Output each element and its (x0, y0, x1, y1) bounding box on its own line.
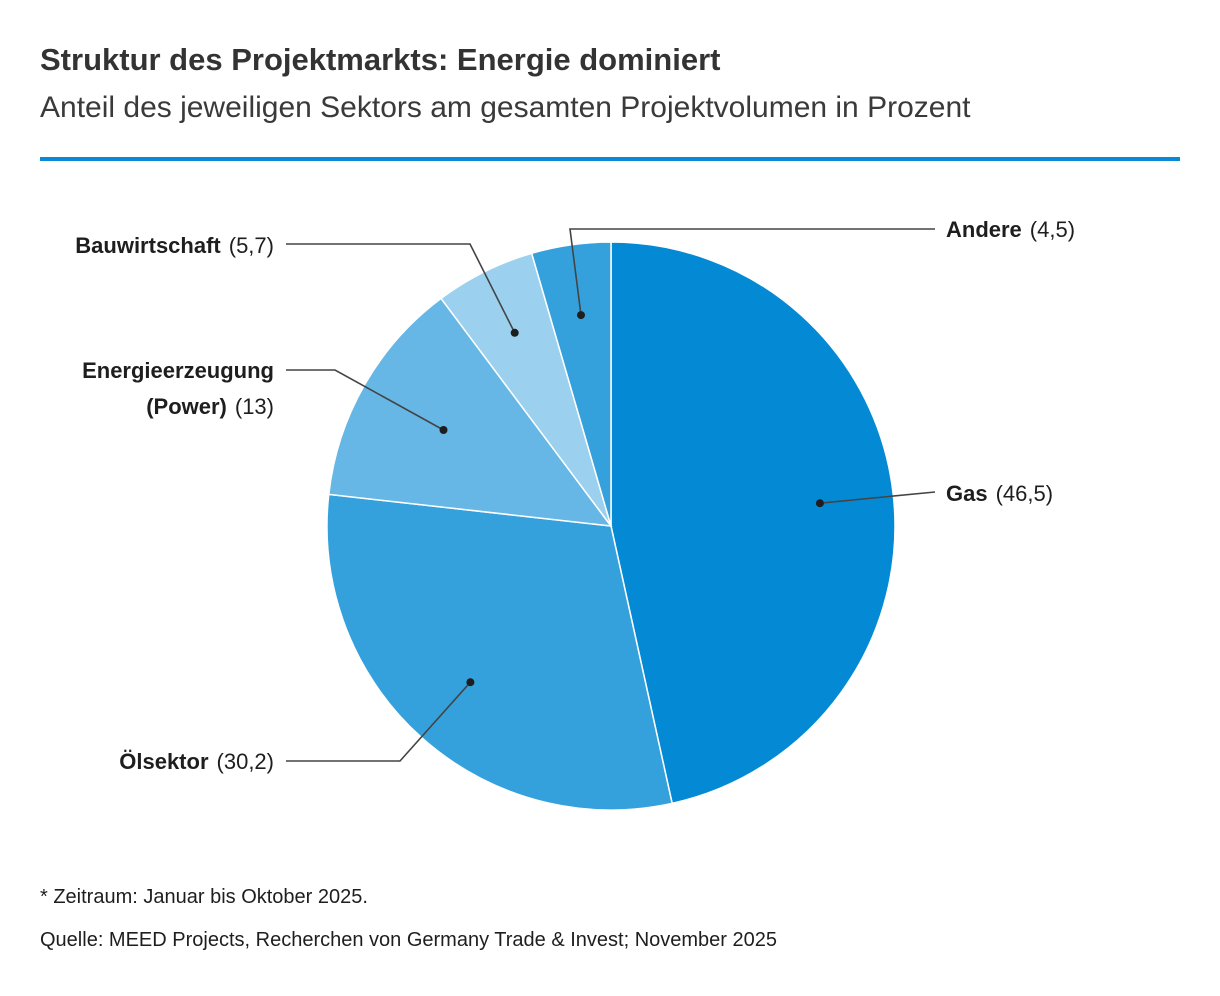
slice-label-oelsektor: Ölsektor (30,2) (119, 749, 274, 774)
leader-dot-oelsektor (466, 678, 475, 687)
slice-label-andere-name: Andere (946, 217, 1022, 242)
footnote: * Zeitraum: Januar bis Oktober 2025. (40, 886, 368, 908)
pie-slice-andere (530, 241, 612, 527)
source-note: Quelle: MEED Projects, Recherchen von Ge… (40, 929, 778, 951)
header-divider (40, 157, 1180, 161)
slice-label-gas: Gas (46,5) (946, 481, 1053, 506)
leader-dot-andere (577, 311, 585, 320)
leader-dot-bauwirtschaft (510, 328, 519, 337)
slice-label-andere: Andere (4,5) (946, 217, 1075, 242)
pie-slice-power (327, 297, 613, 527)
slice-label-gas-name: Gas (946, 481, 988, 506)
leader-lines (286, 228, 936, 762)
chart-title: Struktur des Projektmarkts: Energie domi… (40, 42, 721, 77)
leader-line-gas (819, 491, 936, 504)
slice-label-bauwirtschaft: Bauwirtschaft (5,7) (75, 233, 274, 258)
slice-label-power-value: (13) (235, 394, 274, 419)
pie-slice-gas (610, 241, 896, 805)
slice-label-power-name: (Power) (146, 394, 227, 419)
leader-dot-gas (815, 499, 824, 508)
slice-label-gas-value: (46,5) (996, 481, 1053, 506)
leader-dot-power (439, 426, 448, 434)
slice-label-bauwirtschaft-value: (5,7) (229, 233, 274, 258)
slice-label-bauwirtschaft-name: Bauwirtschaft (75, 233, 221, 258)
leader-line-bauwirtschaft (286, 243, 516, 334)
slice-label-power-line1: Energieerzeugung (82, 358, 274, 383)
leader-line-oelsektor (286, 681, 471, 762)
slice-label-andere-value: (4,5) (1030, 217, 1075, 242)
pie-slices (326, 241, 896, 811)
leader-line-andere (569, 228, 935, 316)
slice-label-oelsektor-name: Ölsektor (119, 749, 209, 774)
slice-label-oelsektor-value: (30,2) (217, 749, 274, 774)
leader-line-power (286, 369, 444, 431)
slice-label-power-line2: (Power) (13) (146, 394, 274, 419)
chart-subtitle: Anteil des jeweiligen Sektors am gesamte… (40, 91, 971, 124)
